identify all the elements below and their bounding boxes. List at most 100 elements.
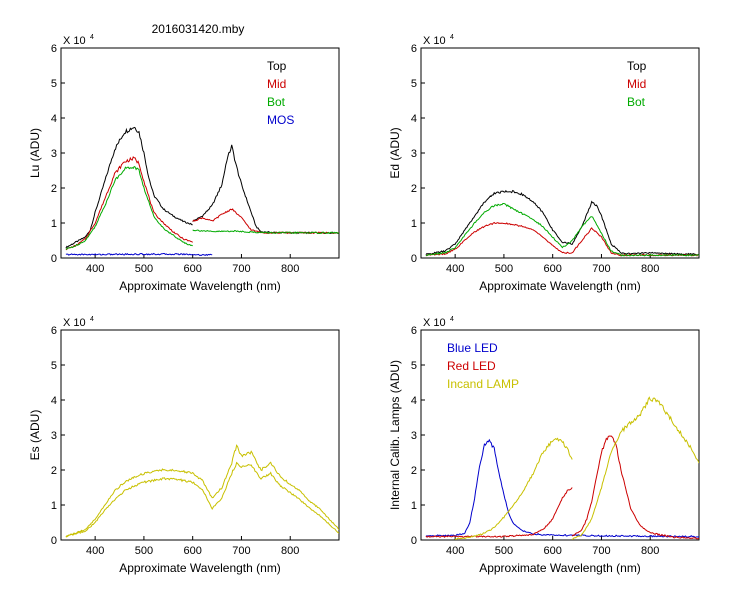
y-tick-label: 5 [411,360,417,372]
x-tick-label: 800 [281,545,299,557]
y-axis-label: Internal Calib. Lamps (ADU) [388,360,402,510]
series-es-low [65,461,339,538]
y-tick-label: 3 [51,148,57,160]
x-axis-label: Approximate Wavelength (nm) [119,279,281,293]
y-tick-label: 6 [51,43,57,55]
legend-entry: Red LED [447,359,496,373]
x-tick-label: 500 [495,545,513,557]
figure-title: 2016031420.mby [152,22,245,36]
x-axis-label: Approximate Wavelength (nm) [479,279,641,293]
y-tick-label: 0 [411,253,417,265]
y-tick-label: 5 [411,78,417,90]
y-tick-label: 1 [411,500,417,512]
y-scale-label: X 10 [63,317,86,329]
x-tick-label: 500 [135,263,153,275]
x-tick-label: 400 [86,545,104,557]
legend-entry: Incand LAMP [447,377,519,391]
y-tick-label: 3 [411,148,417,160]
y-tick-label: 4 [411,113,417,125]
x-tick-label: 700 [232,545,250,557]
y-tick-label: 4 [51,113,57,125]
series-bot [425,203,699,257]
x-tick-label: 800 [281,263,299,275]
y-tick-label: 5 [51,360,57,372]
series-line [192,229,339,235]
y-tick-label: 5 [51,78,57,90]
chart-panel-top-left: 0 1 2 3 4 5 6 400 500 600 700 800 X 10 4 Approximate W… [28,34,340,293]
x-tick-label: 600 [184,545,202,557]
plot-frame [420,47,700,259]
legend-entry: Bot [627,95,646,109]
y-tick-label: 4 [51,395,57,407]
x-tick-label: 700 [592,545,610,557]
y-scale-label: X 10 [423,317,446,329]
y-tick-label: 0 [51,535,57,547]
series-mid [65,156,339,251]
x-tick-label: 600 [544,263,562,275]
series-line [65,126,193,249]
series-line [65,252,213,256]
y-tick-label: 6 [51,325,57,337]
y-tick-label: 6 [411,325,417,337]
y-scale-exponent: 4 [450,34,454,41]
legend-entry: Mid [267,77,286,91]
series-line [192,208,339,235]
x-axis-label: Approximate Wavelength (nm) [479,561,641,575]
y-scale-exponent: 4 [90,316,94,323]
legend-entry: Bot [267,95,286,109]
series-line [571,435,699,540]
series-line [65,156,193,251]
legend-entry: Blue LED [447,341,498,355]
series-incand-lamp [454,396,699,540]
legend-entry: Top [627,59,647,73]
x-tick-label: 800 [641,545,659,557]
series-es-high [65,444,339,538]
x-tick-label: 600 [184,263,202,275]
x-tick-label: 400 [446,545,464,557]
y-scale-exponent: 4 [90,34,94,41]
series-top [65,126,339,249]
y-axis-label: Lu (ADU) [28,128,42,178]
chart-panel-top-right: 0 1 2 3 4 5 6 400 500 600 700 800 X 10 4 Approximate W… [388,34,700,293]
y-tick-label: 2 [51,183,57,195]
series-line [65,444,339,538]
series-top [425,189,699,256]
y-tick-label: 3 [411,430,417,442]
series-line [65,165,193,250]
chart-panel-bottom-right: 0 1 2 3 4 5 6 400 500 600 700 800 X 10 4 Approximate W… [388,316,700,575]
x-tick-label: 400 [86,263,104,275]
legend-entry: Top [267,59,287,73]
y-tick-label: 1 [51,218,57,230]
series-line [425,189,699,256]
series-line [192,144,339,235]
y-scale-label: X 10 [63,35,86,47]
y-tick-label: 2 [411,465,417,477]
x-tick-label: 700 [592,263,610,275]
y-axis-label: Ed (ADU) [388,127,402,178]
plot-frame [60,47,340,259]
legend-entry: MOS [267,113,294,127]
y-scale-label: X 10 [423,35,446,47]
series-line [425,487,573,538]
x-axis-label: Approximate Wavelength (nm) [119,561,281,575]
y-tick-label: 2 [51,465,57,477]
x-tick-label: 400 [446,263,464,275]
x-tick-label: 600 [544,545,562,557]
y-tick-label: 0 [51,253,57,265]
y-tick-label: 2 [411,183,417,195]
x-tick-label: 700 [232,263,250,275]
y-tick-label: 3 [51,430,57,442]
series-mos [65,252,213,256]
series-line [65,461,339,538]
y-tick-label: 1 [51,500,57,512]
series-bot [65,165,339,250]
series-line [454,437,573,540]
x-tick-label: 500 [135,545,153,557]
legend-entry: Mid [627,77,646,91]
series-blue-led [425,438,699,538]
y-tick-label: 6 [411,43,417,55]
y-tick-label: 4 [411,395,417,407]
series-line [425,438,699,538]
x-tick-label: 500 [495,263,513,275]
